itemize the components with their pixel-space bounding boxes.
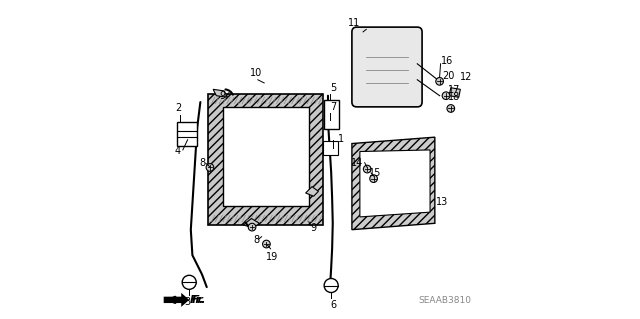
Circle shape (206, 164, 214, 171)
Text: 12: 12 (460, 71, 473, 82)
Text: 10: 10 (250, 68, 262, 78)
Text: 11: 11 (348, 18, 360, 28)
Text: 5: 5 (330, 83, 337, 93)
Circle shape (324, 278, 338, 293)
FancyBboxPatch shape (323, 141, 338, 155)
FancyBboxPatch shape (223, 107, 309, 206)
Text: 18: 18 (447, 92, 460, 102)
Polygon shape (164, 293, 189, 307)
Circle shape (436, 78, 444, 85)
Circle shape (447, 105, 454, 112)
Text: 7: 7 (330, 102, 337, 112)
Text: SEAAB3810: SEAAB3810 (419, 296, 472, 305)
Circle shape (182, 275, 196, 289)
Circle shape (364, 165, 371, 173)
Text: 15: 15 (369, 168, 382, 178)
Text: 19: 19 (266, 252, 278, 262)
Text: 14: 14 (351, 158, 363, 168)
Circle shape (370, 175, 378, 182)
Polygon shape (360, 150, 430, 217)
Text: 3: 3 (184, 297, 191, 307)
FancyBboxPatch shape (352, 27, 422, 107)
Text: 6: 6 (330, 300, 337, 310)
Text: 9: 9 (220, 91, 226, 101)
Polygon shape (449, 88, 460, 97)
Text: 8: 8 (199, 158, 205, 168)
FancyBboxPatch shape (324, 100, 339, 129)
Text: 9: 9 (310, 223, 316, 233)
Circle shape (442, 92, 450, 100)
Text: 4: 4 (175, 145, 181, 156)
Text: Fr.: Fr. (190, 295, 204, 305)
Polygon shape (352, 137, 435, 230)
Text: 13: 13 (435, 197, 448, 207)
Text: 16: 16 (441, 56, 454, 66)
FancyBboxPatch shape (177, 122, 196, 146)
Circle shape (248, 223, 256, 231)
Text: 2: 2 (175, 103, 181, 113)
FancyBboxPatch shape (209, 94, 323, 225)
Text: 8: 8 (253, 235, 259, 245)
Polygon shape (243, 219, 259, 228)
Text: 1: 1 (337, 134, 344, 144)
Polygon shape (306, 187, 319, 196)
Circle shape (262, 240, 270, 248)
Text: 20: 20 (442, 71, 454, 81)
Text: 17: 17 (447, 85, 460, 95)
Polygon shape (213, 89, 227, 97)
Text: Fr.: Fr. (192, 295, 206, 305)
